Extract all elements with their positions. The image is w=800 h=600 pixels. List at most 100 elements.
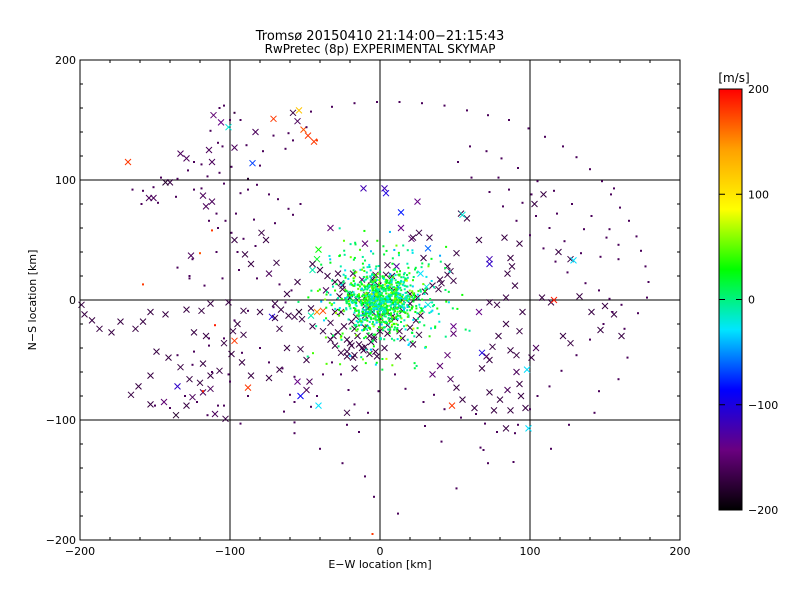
data-point-dot: [384, 283, 387, 286]
data-point-cross: [291, 313, 298, 321]
data-point-cross: [436, 362, 444, 370]
data-point-dot: [353, 272, 356, 275]
data-point-dot: [364, 294, 367, 297]
data-point-dot: [382, 312, 385, 315]
data-point-dot: [399, 314, 402, 317]
data-point-dot: [352, 269, 355, 272]
data-point-dot: [355, 271, 358, 274]
data-point-dot: [218, 107, 221, 109]
data-point-dot: [360, 268, 363, 271]
colorbar-tick-label: −200: [748, 504, 778, 517]
data-point-cross: [196, 379, 204, 387]
data-point-dot: [357, 287, 360, 290]
data-point-dot: [371, 305, 374, 308]
data-point-dot: [360, 320, 363, 323]
data-point-dot: [376, 308, 379, 311]
data-point-dot: [372, 252, 375, 255]
data-point-dot: [366, 288, 369, 291]
data-point-dot: [322, 373, 324, 376]
data-point-dot: [176, 177, 179, 180]
data-point-dot: [361, 358, 364, 361]
data-point-dot: [563, 240, 566, 243]
data-point-dot: [482, 449, 485, 451]
data-point-dot: [381, 313, 384, 316]
data-point-dot: [385, 292, 388, 295]
data-point-dot: [380, 303, 383, 306]
data-point-cross: [307, 305, 315, 312]
data-point-dot: [316, 395, 318, 397]
data-point-dot: [345, 308, 348, 311]
data-point-dot: [391, 317, 394, 320]
data-point-cross: [285, 312, 292, 319]
data-point-dot: [390, 312, 393, 315]
data-point-dot: [335, 283, 338, 286]
data-point-dot: [333, 301, 336, 304]
data-point-dot: [363, 314, 366, 317]
data-point-dot: [355, 329, 358, 332]
data-point-cross: [478, 365, 486, 372]
data-point-dot: [384, 280, 387, 283]
data-point-dot: [396, 286, 399, 289]
data-point-dot: [398, 293, 401, 296]
data-point-dot: [347, 389, 350, 391]
data-point-cross: [240, 307, 247, 315]
data-point-dot: [589, 168, 591, 171]
data-point-dot: [391, 316, 394, 319]
colorbar-tick-label: 100: [748, 188, 769, 201]
data-point-dot: [488, 191, 491, 193]
data-point-dot: [399, 337, 402, 340]
data-point-dot: [556, 212, 558, 215]
data-point-cross: [354, 332, 361, 340]
data-point-dot: [544, 135, 546, 138]
data-point-cross: [306, 378, 313, 385]
data-point-dot: [351, 299, 354, 302]
data-point-dot: [584, 282, 587, 285]
data-point-dot: [391, 262, 394, 265]
data-point-dot: [348, 305, 351, 308]
data-point-dot: [375, 293, 378, 296]
data-point-dot: [375, 361, 378, 364]
data-point-cross: [399, 335, 406, 342]
data-point-dot: [377, 265, 380, 268]
data-point-dot: [351, 301, 354, 304]
data-point-dot: [325, 293, 328, 296]
data-point-cross: [475, 308, 483, 316]
data-point-dot: [608, 297, 611, 300]
data-point-dot: [394, 279, 397, 282]
data-point-dot: [368, 320, 371, 323]
data-point-dot: [318, 288, 321, 291]
data-point-dot: [457, 161, 459, 163]
data-point-dot: [142, 283, 144, 286]
data-point-cross: [210, 111, 217, 119]
data-point-cross: [229, 327, 237, 335]
data-point-dot: [394, 291, 397, 294]
data-point-dot: [382, 287, 385, 290]
data-point-cross: [315, 402, 322, 409]
data-point-dot: [379, 337, 382, 340]
data-point-dot: [299, 203, 302, 205]
data-point-dot: [402, 273, 405, 276]
data-point-dot: [413, 292, 416, 295]
data-point-dot: [363, 229, 366, 232]
data-point-dot: [396, 323, 399, 326]
data-point-dot: [344, 297, 347, 300]
data-point-dot: [407, 314, 410, 317]
colorbar-tick-label: 200: [748, 83, 769, 96]
data-point-dot: [349, 283, 352, 286]
data-point-dot: [369, 276, 372, 279]
data-point-dot: [341, 462, 344, 465]
data-point-dot: [646, 296, 648, 299]
data-point-dot: [376, 296, 379, 299]
data-point-cross: [507, 347, 514, 354]
data-point-dot: [256, 183, 258, 186]
data-point-dot: [362, 293, 365, 296]
data-point-cross: [190, 329, 198, 336]
data-point-dot: [357, 283, 360, 286]
data-point-dot: [348, 299, 351, 302]
data-point-dot: [349, 327, 352, 330]
data-point-dot: [369, 289, 372, 292]
data-point-dot: [397, 512, 399, 515]
data-point-dot: [356, 295, 359, 298]
data-point-dot: [394, 294, 397, 297]
